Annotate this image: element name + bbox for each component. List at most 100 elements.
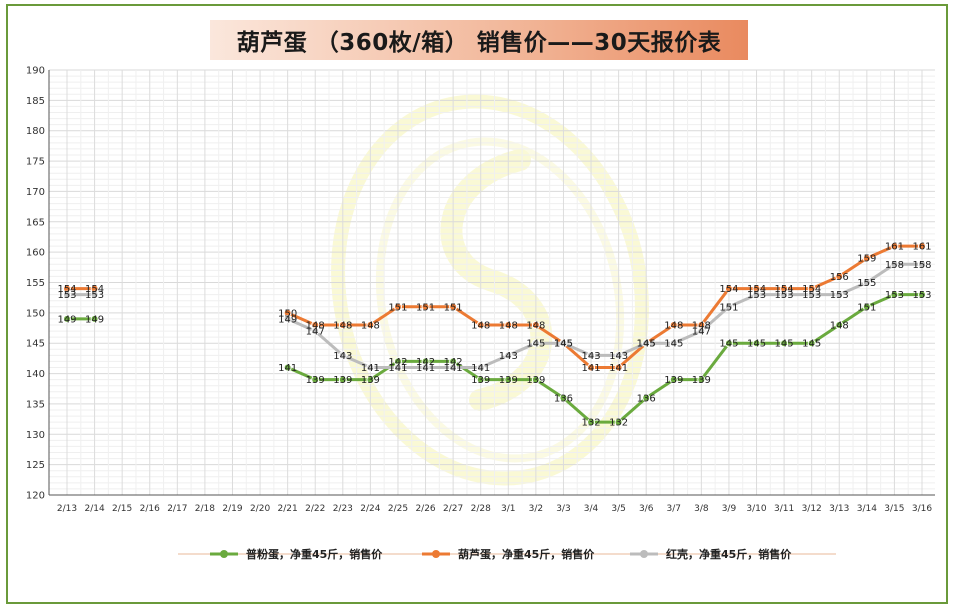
data-label: 153 xyxy=(912,290,931,301)
y-tick-label: 130 xyxy=(26,430,45,441)
chart-title-bar: 葫芦蛋 （360枚/箱） 销售价——30天报价表 xyxy=(210,20,748,60)
data-point xyxy=(587,418,596,427)
data-label: 142 xyxy=(388,357,407,368)
data-label: 158 xyxy=(912,260,931,271)
data-label: 143 xyxy=(333,351,352,362)
x-tick-label: 3/15 xyxy=(884,504,904,514)
data-label: 145 xyxy=(719,339,738,350)
legend-label: 红壳，净重45斤，销售价 xyxy=(666,547,792,561)
data-point xyxy=(476,375,485,384)
data-label: 142 xyxy=(444,357,463,368)
data-label: 145 xyxy=(554,339,573,350)
y-tick-label: 145 xyxy=(26,339,45,350)
data-label: 145 xyxy=(526,339,545,350)
data-label: 158 xyxy=(885,260,904,271)
data-point xyxy=(807,290,816,299)
data-label: 143 xyxy=(499,351,518,362)
chart-frame xyxy=(6,4,948,604)
data-point xyxy=(559,339,568,348)
data-point xyxy=(393,302,402,311)
data-point xyxy=(283,314,292,323)
series-line xyxy=(287,293,922,424)
x-tick-label: 2/27 xyxy=(443,504,463,514)
x-tick-label: 2/15 xyxy=(112,504,132,514)
data-point xyxy=(669,321,678,329)
data-label: 161 xyxy=(885,242,904,253)
x-tick-label: 3/16 xyxy=(912,504,932,514)
x-tick-label: 3/5 xyxy=(611,504,625,514)
data-point xyxy=(283,363,292,372)
data-label: 154 xyxy=(719,284,738,295)
data-label: 141 xyxy=(471,363,490,374)
data-label: 153 xyxy=(802,290,821,301)
y-tick-label: 140 xyxy=(26,369,45,380)
data-point xyxy=(835,321,844,329)
data-label: 145 xyxy=(637,339,656,350)
data-point xyxy=(669,375,678,384)
data-point xyxy=(366,375,375,384)
data-label: 154 xyxy=(57,284,76,295)
y-tick-label: 150 xyxy=(26,308,45,319)
data-point xyxy=(918,242,926,251)
data-label: 149 xyxy=(85,314,104,325)
y-tick-label: 190 xyxy=(26,66,45,77)
data-point xyxy=(724,284,733,293)
data-point xyxy=(421,363,430,372)
data-point xyxy=(642,339,651,348)
x-tick-label: 3/10 xyxy=(746,504,766,514)
data-label: 150 xyxy=(278,308,297,319)
legend-swatch-dot xyxy=(432,550,440,558)
data-label: 136 xyxy=(554,393,573,404)
x-tick-label: 2/22 xyxy=(305,504,325,514)
data-point xyxy=(918,260,926,269)
x-tick-label: 3/9 xyxy=(722,504,737,514)
data-point xyxy=(63,290,71,299)
data-point xyxy=(421,302,430,311)
data-point xyxy=(338,351,347,360)
data-point xyxy=(338,375,347,384)
data-point xyxy=(918,290,926,299)
data-label: 141 xyxy=(361,363,380,374)
data-label: 151 xyxy=(857,302,876,313)
data-point xyxy=(807,339,816,348)
data-point xyxy=(90,290,99,299)
data-point xyxy=(531,375,540,384)
data-label: 148 xyxy=(306,321,325,332)
data-label: 139 xyxy=(361,375,380,386)
data-point xyxy=(862,254,871,263)
data-label: 154 xyxy=(747,284,766,295)
data-point xyxy=(90,314,99,323)
data-label: 153 xyxy=(57,290,76,301)
x-tick-label: 2/23 xyxy=(333,504,353,514)
data-label: 141 xyxy=(416,363,435,374)
x-tick-label: 3/6 xyxy=(639,504,654,514)
data-point xyxy=(531,321,540,329)
data-point xyxy=(63,314,71,323)
x-tick-label: 2/16 xyxy=(140,504,160,514)
data-label: 153 xyxy=(85,290,104,301)
x-tick-label: 2/20 xyxy=(250,504,270,514)
data-point xyxy=(393,363,402,372)
data-point xyxy=(669,339,678,348)
data-label: 156 xyxy=(830,272,849,283)
data-label: 148 xyxy=(664,321,683,332)
data-label: 143 xyxy=(609,351,628,362)
series-line xyxy=(287,262,922,369)
data-label: 159 xyxy=(857,254,876,265)
data-point xyxy=(614,363,623,372)
data-label: 149 xyxy=(57,314,76,325)
data-point xyxy=(504,375,513,384)
data-label: 148 xyxy=(361,321,380,332)
data-point xyxy=(697,375,706,384)
legend-label: 葫芦蛋，净重45斤，销售价 xyxy=(458,547,595,561)
data-label: 139 xyxy=(526,375,545,386)
y-tick-label: 125 xyxy=(26,460,45,471)
y-tick-label: 175 xyxy=(26,157,45,168)
data-point xyxy=(476,321,485,329)
data-point xyxy=(559,393,568,402)
data-point xyxy=(311,375,320,384)
legend-swatch-dot xyxy=(220,550,228,558)
legend-swatch-dot xyxy=(640,550,648,558)
x-tick-label: 2/14 xyxy=(84,504,104,514)
x-tick-label: 2/24 xyxy=(360,504,380,514)
